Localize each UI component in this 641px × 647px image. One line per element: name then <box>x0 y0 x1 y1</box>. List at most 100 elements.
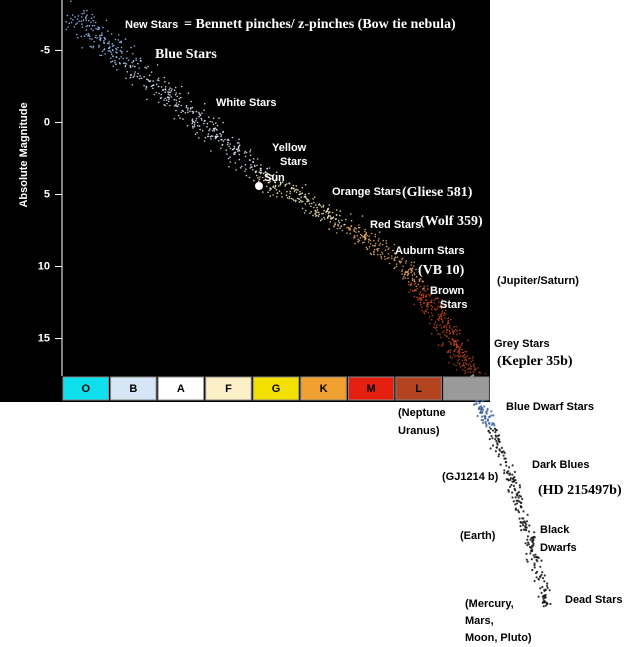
star-dot <box>419 277 422 280</box>
star-dot <box>486 419 490 422</box>
star-dot <box>258 180 260 183</box>
star-dot <box>484 417 487 420</box>
star-dot <box>276 196 278 198</box>
star-dot <box>509 477 512 480</box>
star-dot <box>413 303 416 306</box>
annotation: Dead Stars <box>565 594 622 606</box>
star-dot <box>521 497 524 501</box>
star-dot <box>498 453 501 456</box>
star-dot <box>525 529 528 532</box>
star-dot <box>238 138 240 140</box>
star-dot <box>449 355 452 357</box>
star-dot <box>413 272 416 274</box>
star-dot <box>120 46 123 49</box>
star-dot <box>290 197 293 200</box>
star-dot <box>498 438 501 441</box>
star-dot <box>173 98 176 101</box>
star-dot <box>256 158 259 160</box>
star-dot <box>81 26 84 29</box>
star-dot <box>147 65 149 68</box>
star-dot <box>263 179 265 182</box>
star-dot <box>93 16 95 18</box>
star-dot <box>238 145 240 148</box>
star-dot <box>135 59 137 61</box>
star-dot <box>440 302 443 305</box>
star-dot <box>406 274 409 277</box>
star-dot <box>494 428 498 432</box>
star-dot <box>411 279 414 282</box>
star-dot <box>461 342 464 345</box>
star-dot <box>233 145 235 148</box>
star-dot <box>430 301 433 303</box>
star-dot <box>530 558 533 561</box>
star-dot <box>358 239 361 242</box>
star-dot <box>356 235 359 237</box>
star-dot <box>72 19 74 21</box>
star-dot <box>177 103 180 106</box>
star-dot <box>517 510 521 514</box>
star-dot <box>373 239 375 242</box>
star-dot <box>94 36 96 39</box>
star-dot <box>357 240 360 243</box>
star-dot <box>539 565 542 568</box>
star-dot <box>513 470 517 474</box>
star-dot <box>521 517 524 520</box>
star-dot <box>410 269 413 271</box>
star-dot <box>132 60 135 63</box>
star-dot <box>209 136 212 138</box>
spectral-class-label: A <box>177 383 185 395</box>
star-dot <box>442 342 444 344</box>
star-dot <box>70 0 72 2</box>
star-dot <box>135 57 137 60</box>
star-dot <box>285 194 288 196</box>
spectral-class-label: F <box>225 383 232 395</box>
star-dot <box>365 246 368 249</box>
star-dot <box>497 434 500 437</box>
star-dot <box>418 280 421 282</box>
star-dot <box>373 248 376 251</box>
star-dot <box>400 261 403 263</box>
star-dot <box>457 356 460 358</box>
star-dot <box>447 320 450 322</box>
star-dot <box>418 296 420 299</box>
star-dot <box>65 21 67 23</box>
star-dot <box>318 211 320 214</box>
spectral-class <box>110 376 157 401</box>
star-dot <box>298 201 301 203</box>
star-dot <box>426 302 429 304</box>
annotation: Red Stars <box>370 219 421 231</box>
star-dot <box>345 218 347 221</box>
star-dot <box>124 62 126 64</box>
star-dot <box>494 434 497 437</box>
star-dot <box>301 186 304 189</box>
star-dot <box>122 57 125 60</box>
star-dot <box>413 283 416 286</box>
star-dot <box>434 327 437 330</box>
star-dot <box>368 245 371 248</box>
star-dot <box>503 472 506 475</box>
star-dot <box>494 431 497 434</box>
star-dot <box>321 218 323 220</box>
star-dot <box>137 72 139 75</box>
star-dot <box>329 215 332 217</box>
star-dot <box>220 147 222 150</box>
star-dot <box>274 179 276 182</box>
star-dot <box>511 496 514 499</box>
star-dot <box>334 223 336 226</box>
star-dot <box>222 121 224 124</box>
star-dot <box>92 29 94 32</box>
star-dot <box>458 358 461 361</box>
spectral-class-label: L <box>415 383 422 395</box>
star-dot <box>266 185 268 188</box>
star-dot <box>90 21 92 24</box>
star-dot <box>158 79 160 82</box>
annotation: (Earth) <box>460 530 496 542</box>
star-dot <box>212 123 215 126</box>
star-dot <box>548 589 551 592</box>
star-dot <box>515 499 518 502</box>
star-dot <box>440 304 442 306</box>
star-dot <box>86 9 88 12</box>
star-dot <box>120 56 122 58</box>
star-dot <box>111 48 114 51</box>
star-dot <box>65 28 68 31</box>
